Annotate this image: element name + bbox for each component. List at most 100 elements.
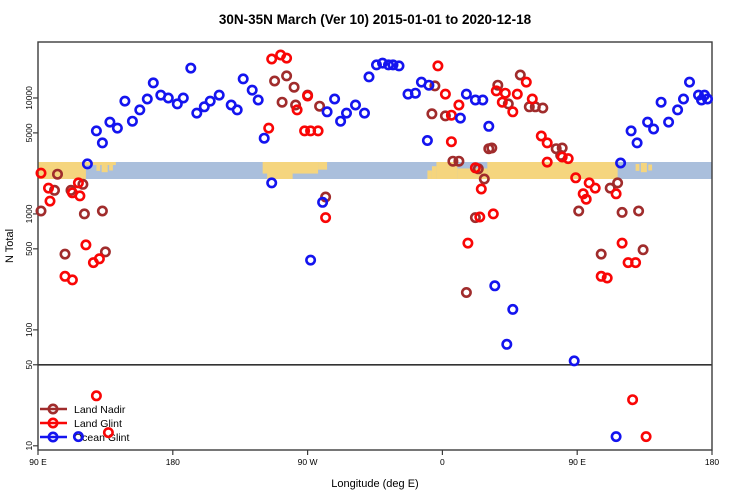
data-point <box>478 173 490 185</box>
y-tick-label: 5000 <box>24 123 34 142</box>
data-point <box>541 137 553 149</box>
y-axis-title: N Total <box>4 229 16 263</box>
axes: 90 E 180 90 W 0 90 E 180 10 50 100 500 1000 5000 100… <box>24 41 719 467</box>
x-tick-label: 180 <box>705 457 719 467</box>
legend: Land Nadir Land Glint Ocean Glint <box>40 403 130 444</box>
data-point <box>535 130 547 142</box>
data-point <box>281 70 293 82</box>
data-point <box>562 153 574 165</box>
band-land-segment <box>267 170 293 179</box>
data-point <box>321 106 333 118</box>
data-point <box>111 122 123 134</box>
plot-border <box>37 41 713 451</box>
data-point <box>213 89 225 101</box>
data-point <box>35 167 47 179</box>
data-point <box>147 77 159 89</box>
data-point <box>445 109 457 121</box>
data-point <box>349 99 361 111</box>
data-point <box>90 390 102 402</box>
series-land-glint <box>35 49 652 443</box>
data-point <box>35 205 47 217</box>
data-point <box>421 135 433 147</box>
data-point <box>604 182 616 194</box>
data-point <box>677 93 689 105</box>
band-land-segment <box>96 164 101 171</box>
data-point <box>648 123 660 135</box>
band-land-segment <box>635 164 640 171</box>
series-ocean-glint <box>72 57 713 443</box>
data-point <box>93 253 105 265</box>
data-point <box>276 96 288 108</box>
y-tick-label: 500 <box>24 241 34 255</box>
data-point <box>474 211 486 223</box>
data-point <box>672 104 684 116</box>
data-point <box>439 110 451 122</box>
data-point <box>314 100 326 112</box>
y-tick-label: 100 <box>24 323 34 337</box>
data-point <box>487 208 499 220</box>
band-land-segment <box>427 170 432 179</box>
data-point <box>96 205 108 217</box>
data-points <box>35 49 713 443</box>
data-point <box>616 206 628 218</box>
data-point <box>204 95 216 107</box>
data-point <box>616 237 628 249</box>
data-point <box>460 88 472 100</box>
data-point <box>612 177 624 189</box>
data-point <box>502 98 514 110</box>
data-point <box>263 122 275 134</box>
legend-marker-land-nadir <box>47 403 59 415</box>
data-point <box>570 172 582 184</box>
data-point <box>537 102 549 114</box>
data-point <box>486 142 498 154</box>
data-point <box>329 93 341 105</box>
data-point <box>246 84 258 96</box>
band-land-segment <box>262 162 319 174</box>
data-point <box>141 93 153 105</box>
data-point <box>469 162 481 174</box>
data-point <box>633 205 645 217</box>
data-point <box>499 87 511 99</box>
x-tick-label: 90 E <box>29 457 47 467</box>
data-point <box>78 208 90 220</box>
y-tick-label: 10 <box>24 441 34 451</box>
data-point <box>99 246 111 258</box>
data-point <box>335 115 347 127</box>
data-point <box>640 431 652 443</box>
data-point <box>663 116 675 128</box>
data-point <box>595 270 607 282</box>
data-point <box>191 107 203 119</box>
band-land-segment <box>109 164 113 171</box>
band-land-segment <box>318 162 328 170</box>
data-point <box>642 116 654 128</box>
data-point <box>583 177 595 189</box>
data-point <box>59 248 71 260</box>
data-point <box>66 274 78 286</box>
data-point <box>469 212 481 224</box>
data-point <box>363 71 375 83</box>
data-point <box>489 280 501 292</box>
x-tick-label: 90 E <box>568 457 586 467</box>
data-point <box>51 168 63 180</box>
data-point <box>477 94 489 106</box>
data-point <box>541 156 553 168</box>
data-point <box>627 394 639 406</box>
data-point <box>501 338 513 350</box>
band-land-segment <box>487 162 618 179</box>
data-point <box>358 107 370 119</box>
data-point <box>162 92 174 104</box>
y-tick-label: 10000 <box>24 86 34 110</box>
data-point <box>305 254 317 266</box>
data-point <box>102 427 114 439</box>
band-land-segment <box>101 162 108 173</box>
data-point <box>432 60 444 72</box>
data-point <box>409 87 421 99</box>
legend-label-ocean-glint: Ocean Glint <box>74 432 130 444</box>
data-point <box>490 85 502 97</box>
x-tick-label: 90 W <box>298 457 318 467</box>
data-point <box>96 137 108 149</box>
data-point <box>610 188 622 200</box>
legend-marker-ocean-glint <box>47 431 59 443</box>
data-point <box>104 116 116 128</box>
